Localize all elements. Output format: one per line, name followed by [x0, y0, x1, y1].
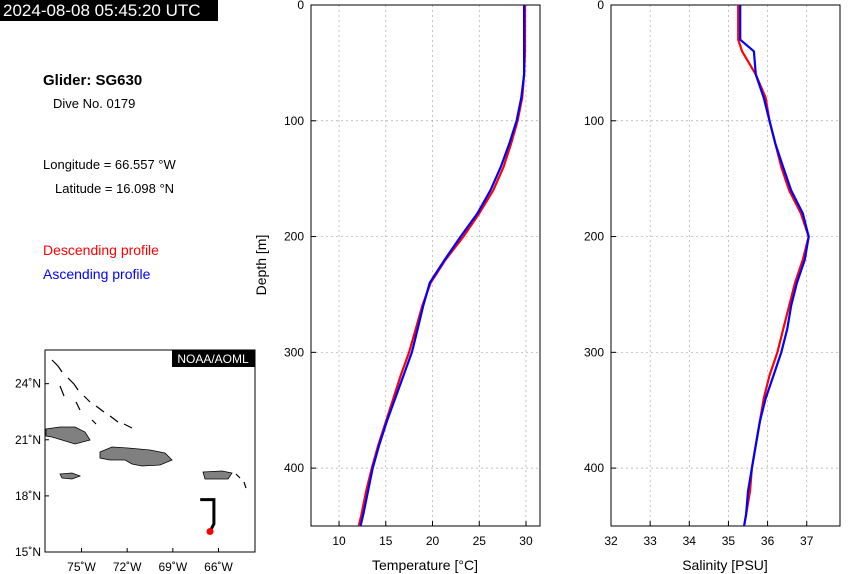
x-tick-label: 25: [473, 534, 487, 548]
y-tick-label: 100: [584, 114, 604, 128]
y-tick-label: 400: [584, 461, 604, 475]
ascending-profile-line: [739, 5, 810, 527]
lat-tick-label: 18˚N: [15, 489, 41, 503]
x-tick-label: 15: [379, 534, 393, 548]
timestamp-banner: 2024-08-08 05:45:20 UTC: [0, 0, 218, 21]
ascending-profile-line: [359, 5, 526, 527]
y-tick-label: 300: [584, 345, 604, 359]
salinity-x-axis-label: Salinity [PSU]: [682, 557, 768, 573]
cuba-landmass: [45, 426, 91, 445]
temperature-x-axis-label: Temperature [°C]: [372, 557, 478, 573]
salinity-profile-chart: 32 33 34 35 36 37 0 100 200 300 400 Salinity [PSU]: [584, 0, 841, 573]
map-grid: [45, 383, 219, 553]
map-badge-bg: [172, 350, 255, 367]
lon-tick-label: 66˚W: [204, 560, 233, 574]
lon-tick-label: 69˚W: [158, 560, 187, 574]
x-tick-label: 36: [761, 534, 775, 548]
legend-descending: Descending profile: [43, 242, 159, 258]
map-land: [45, 359, 247, 489]
legend-ascending: Ascending profile: [43, 266, 151, 282]
x-tick-label: 32: [604, 534, 618, 548]
y-tick-label: 0: [297, 0, 304, 12]
salinity-series: [737, 5, 810, 527]
map-tick-labels: 24˚N 21˚N 18˚N 15˚N 75˚W 72˚W 69˚W 66˚W: [15, 377, 234, 574]
dive-number: Dive No. 0179: [53, 96, 136, 111]
jamaica-landmass: [59, 472, 82, 480]
lat-tick-label: 21˚N: [15, 433, 41, 447]
temperature-grid: [311, 4, 540, 526]
location-map: NOAA/AOML 24˚N 21˚N 18˚N 15˚N 75˚W 72˚W 69˚W 66…: [15, 349, 256, 574]
depth-y-axis-label: Depth [m]: [253, 235, 269, 296]
descending-profile-line: [737, 5, 810, 527]
y-tick-label: 200: [584, 230, 604, 244]
x-tick-label: 30: [519, 534, 533, 548]
lon-tick-label: 75˚W: [67, 560, 96, 574]
x-tick-label: 34: [683, 534, 697, 548]
x-tick-label: 37: [800, 534, 814, 548]
salinity-grid: [610, 4, 840, 526]
lat-tick-label: 15˚N: [15, 545, 41, 559]
map-badge: NOAA/AOML: [177, 352, 249, 366]
puerto-rico-landmass: [202, 470, 233, 480]
y-tick-label: 200: [284, 230, 304, 244]
temperature-series: [357, 5, 527, 527]
temperature-plot-frame: [310, 4, 541, 527]
y-tick-label: 0: [597, 0, 604, 12]
small-islands: [51, 359, 247, 489]
x-tick-label: 20: [426, 534, 440, 548]
x-tick-label: 33: [643, 534, 657, 548]
salinity-ticks: 32 33 34 35 36 37 0 100 200 300 400: [584, 0, 814, 548]
y-tick-label: 300: [284, 345, 304, 359]
y-tick-label: 400: [284, 461, 304, 475]
glider-name: Glider: SG630: [43, 72, 143, 89]
longitude-readout: Longitude = 66.557 °W: [43, 157, 176, 172]
x-tick-label: 10: [332, 534, 346, 548]
x-tick-label: 35: [722, 534, 736, 548]
glider-position-marker: [206, 527, 214, 535]
hispaniola-landmass: [99, 446, 173, 467]
y-tick-label: 100: [284, 114, 304, 128]
lat-tick-label: 24˚N: [15, 377, 41, 391]
glider-track: [200, 498, 216, 533]
salinity-plot-frame: [610, 4, 841, 527]
latitude-readout: Latitude = 16.098 °N: [55, 181, 175, 196]
lon-tick-label: 72˚W: [113, 560, 142, 574]
